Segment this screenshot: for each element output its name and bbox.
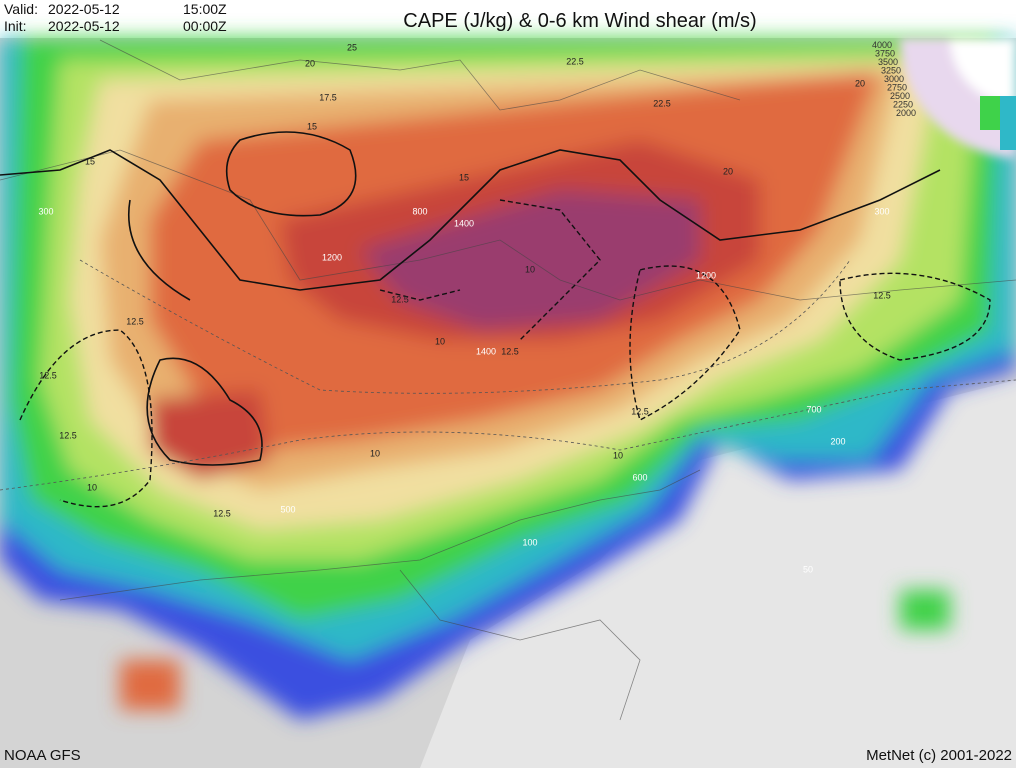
- shear-label: 10: [87, 482, 97, 492]
- map: [0, 38, 1016, 768]
- init-time: 00:00Z: [183, 18, 227, 34]
- cape-label: 700: [806, 404, 821, 414]
- cape-label: 300: [38, 206, 53, 216]
- shear-label: 10: [525, 264, 535, 274]
- cape-contours: [0, 259, 1016, 491]
- legend-label: 2750: [887, 83, 907, 93]
- shear-label: 12.5: [39, 370, 57, 380]
- valid-label: Valid:: [4, 1, 38, 17]
- shear-dashed: [19, 199, 991, 508]
- cape-label: 1200: [322, 252, 342, 262]
- legend-label: 2250: [893, 100, 913, 110]
- cape-label: 1400: [476, 346, 496, 356]
- cape-label: 50: [803, 564, 813, 574]
- shear-label: 25: [347, 42, 357, 52]
- cape-label: 800: [412, 206, 427, 216]
- cape-label: 500: [280, 504, 295, 514]
- cape-labels: 300 800 1400 1200 1200 1400 500 600 700 200 100 50 3…: [38, 206, 889, 574]
- cape-label: 300: [874, 206, 889, 216]
- legend-label: 2500: [890, 91, 910, 101]
- legend-label: 2000: [896, 108, 916, 118]
- cape-field: [0, 38, 1016, 720]
- cape-label: 100: [522, 537, 537, 547]
- shear-label: 12.5: [59, 430, 77, 440]
- valid-time: 15:00Z: [183, 1, 227, 17]
- init-date: 2022-05-12: [48, 18, 120, 34]
- cape-label: 200: [830, 436, 845, 446]
- shear-label: 10: [370, 448, 380, 458]
- borders: [0, 39, 1016, 721]
- shear-label: 10: [613, 450, 623, 460]
- map-title: CAPE (J/kg) & 0-6 km Wind shear (m/s): [403, 10, 756, 32]
- terrain-light: [420, 380, 1016, 768]
- shear-label: 20: [855, 78, 865, 88]
- cape-label: 1400: [454, 218, 474, 228]
- legend-label: 3750: [875, 49, 895, 59]
- shear-label: 12.5: [873, 290, 891, 300]
- shear-label: 12.5: [501, 346, 519, 356]
- shear-label: 12.5: [213, 508, 231, 518]
- shear-label: 12.5: [631, 406, 649, 416]
- cape-label: 600: [632, 472, 647, 482]
- cape-label: 1200: [696, 270, 716, 280]
- shear-label: 22.5: [566, 56, 584, 66]
- shear-label: 17.5: [319, 92, 337, 102]
- shear-label: 10: [435, 336, 445, 346]
- shear-label: 20: [305, 58, 315, 68]
- shear-label: 15: [85, 156, 95, 166]
- shear-label: 15: [307, 121, 317, 131]
- header-bar: [0, 0, 1016, 38]
- legend-label: 3250: [881, 66, 901, 76]
- source-label: NOAA GFS: [4, 747, 81, 764]
- shear-label: 15: [459, 172, 469, 182]
- credit-label: MetNet (c) 2001-2022: [866, 747, 1012, 764]
- legend-label: 3000: [884, 74, 904, 84]
- init-label: Init:: [4, 18, 27, 34]
- shear-label: 20: [723, 166, 733, 176]
- shear-label: 22.5: [653, 98, 671, 108]
- shear-contours: [0, 131, 941, 466]
- shear-label: 12.5: [126, 316, 144, 326]
- shear-label: 12.5: [391, 294, 409, 304]
- shear-labels: 20 17.5 15 15 15 12.5 12.5 12.5 10 10 10 12.5 12.5 10…: [39, 42, 891, 518]
- valid-date: 2022-05-12: [48, 1, 120, 17]
- legend-label: 3500: [878, 57, 898, 67]
- legend-colors: [980, 96, 1016, 150]
- legend-label: 4000: [872, 40, 892, 50]
